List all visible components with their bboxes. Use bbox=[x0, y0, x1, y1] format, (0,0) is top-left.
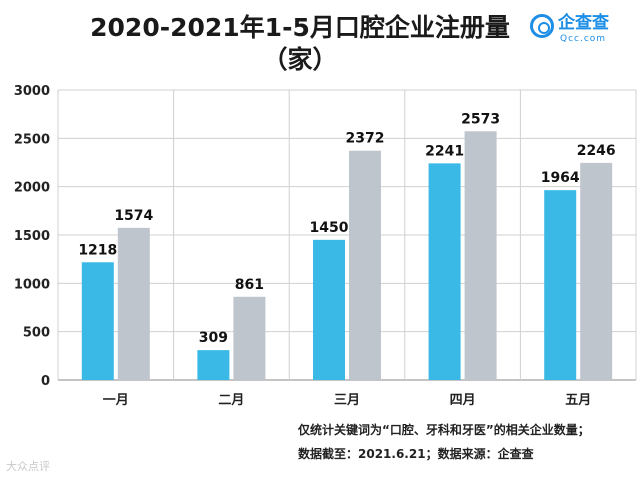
data-label: 2573 bbox=[461, 111, 500, 127]
bar-2021-4 bbox=[464, 131, 497, 380]
data-label: 2246 bbox=[577, 143, 616, 159]
data-label: 2241 bbox=[425, 143, 464, 159]
chart-unit: （家） bbox=[262, 45, 338, 74]
logo-name: 企查查 bbox=[558, 13, 609, 33]
y-tick-label: 2000 bbox=[14, 181, 50, 196]
data-label: 309 bbox=[199, 330, 228, 346]
bar-chart: 0 500 1000 1500 2000 2500 3000 1218 1574 一月 309 861… bbox=[14, 84, 637, 408]
bar-2021-3 bbox=[349, 150, 381, 380]
chart-title: 2020-2021年1-5月口腔企业注册量 bbox=[90, 13, 510, 42]
watermark: 大众点评 bbox=[6, 460, 50, 473]
bar-2020-3 bbox=[313, 239, 345, 380]
x-category-label: 一月 bbox=[103, 393, 129, 408]
x-category-label: 五月 bbox=[565, 393, 591, 408]
data-label: 2372 bbox=[346, 131, 385, 147]
bar-2020-4 bbox=[428, 163, 461, 380]
y-tick-label: 2500 bbox=[14, 132, 50, 147]
footnote-source: 数据截至：2021.6.21；数据来源：企查查 bbox=[298, 447, 534, 461]
bar-2021-1 bbox=[117, 227, 150, 380]
data-label: 1218 bbox=[78, 242, 117, 258]
y-tick-label: 1500 bbox=[14, 229, 50, 244]
qcc-logo: 企查查 Qcc.com bbox=[530, 12, 634, 50]
bar-2021-5 bbox=[580, 162, 613, 380]
x-category-label: 三月 bbox=[334, 393, 360, 408]
y-tick-label: 3000 bbox=[14, 84, 50, 99]
data-label: 1964 bbox=[541, 170, 580, 186]
bar-2020-1 bbox=[81, 262, 114, 380]
x-category-label: 四月 bbox=[450, 393, 476, 408]
bar-2020-2 bbox=[197, 350, 230, 380]
y-tick-label: 500 bbox=[23, 326, 50, 341]
bar-2021-2 bbox=[233, 296, 266, 380]
x-category-label: 二月 bbox=[218, 393, 244, 408]
footnote-scope: 仅统计关键词为“口腔、牙科和牙医”的相关企业数量； bbox=[298, 423, 590, 437]
data-label: 861 bbox=[235, 277, 264, 293]
qcc-logo-icon bbox=[530, 14, 554, 38]
data-label: 1450 bbox=[310, 220, 349, 236]
logo-domain: Qcc.com bbox=[560, 34, 607, 44]
y-tick-label: 1000 bbox=[14, 277, 50, 292]
data-label: 1574 bbox=[114, 208, 153, 224]
y-tick-label: 0 bbox=[41, 374, 50, 389]
bar-2020-5 bbox=[544, 190, 577, 380]
